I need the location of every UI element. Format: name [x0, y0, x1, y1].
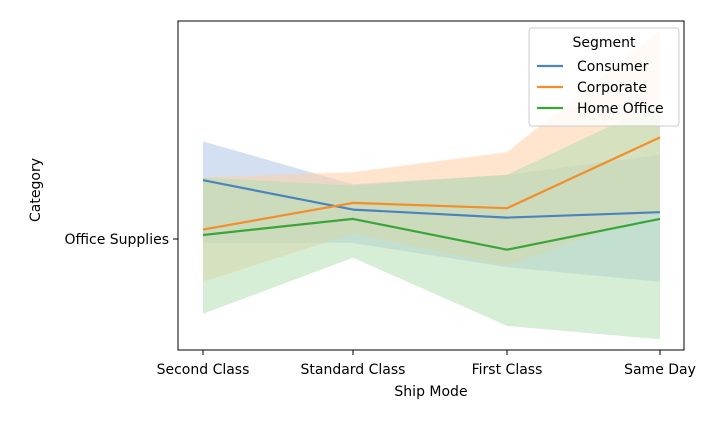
- legend-label: Corporate: [577, 80, 647, 96]
- x-axis-label: Ship Mode: [394, 384, 467, 400]
- series-line-consumer: [202, 179, 661, 219]
- legend-label: Consumer: [577, 59, 649, 75]
- series-line-home-office: [202, 217, 661, 251]
- y-axis-ticks: Office Supplies: [64, 232, 178, 248]
- series-lines: [202, 136, 661, 251]
- x-tick-label: Same Day: [624, 362, 696, 378]
- y-axis-label: Category: [28, 158, 44, 222]
- legend: Segment Consumer Corporate Home Office: [528, 27, 680, 127]
- y-tick-label: Office Supplies: [64, 232, 169, 248]
- x-tick-label: Second Class: [157, 362, 250, 378]
- ci-band-home-office: [203, 102, 660, 340]
- plot-frame: [177, 20, 685, 351]
- x-tick-label: First Class: [472, 362, 543, 378]
- series-line-corporate: [202, 136, 661, 231]
- legend-label: Home Office: [577, 101, 664, 117]
- legend-box: [528, 27, 680, 127]
- x-axis-ticks: Second Class Standard Class First Class Sam…: [157, 350, 696, 378]
- confidence-bands: [203, 30, 660, 340]
- legend-title: Segment: [573, 35, 637, 51]
- x-tick-label: Standard Class: [301, 362, 406, 378]
